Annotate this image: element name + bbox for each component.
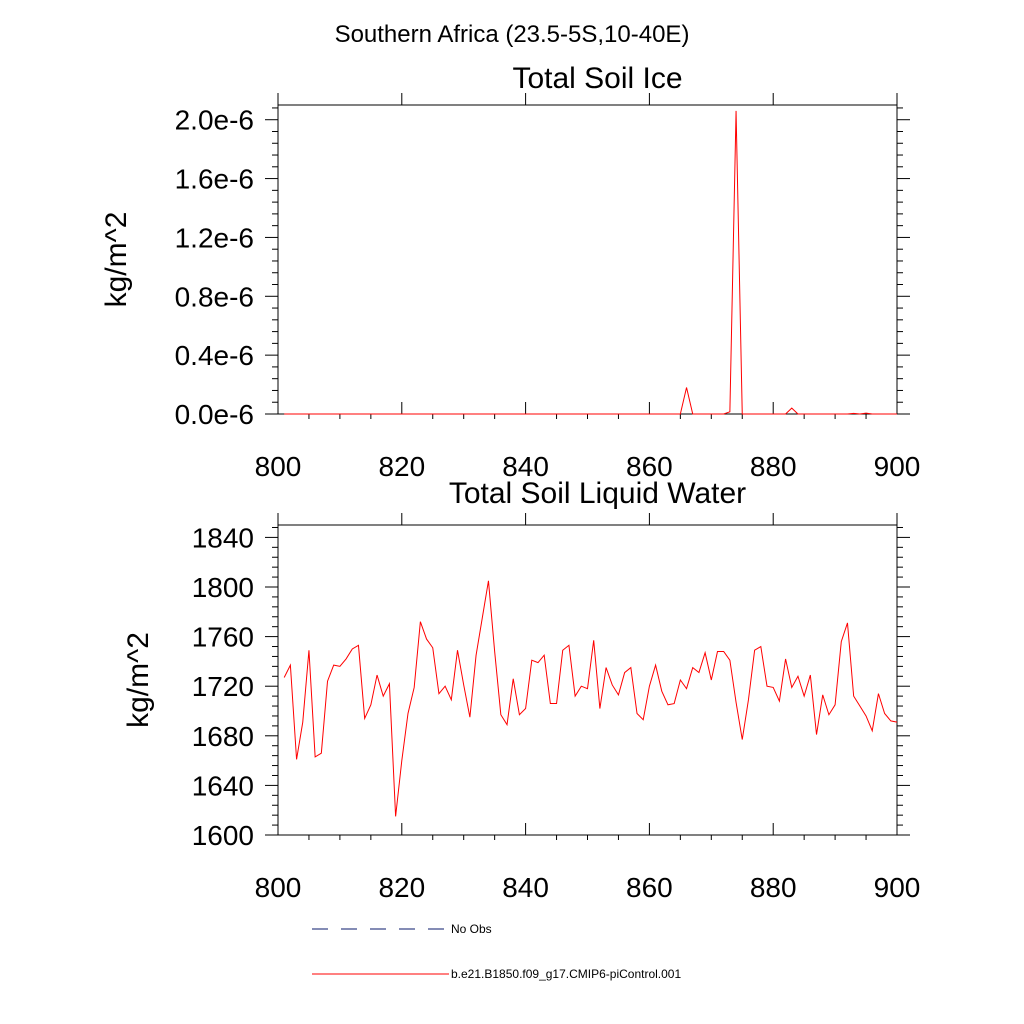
- legend-label-1: No Obs: [451, 922, 492, 936]
- y-axis-label: kg/m^2: [100, 212, 133, 308]
- y-tick-label: 1840: [192, 522, 254, 553]
- chart-title: Total Soil Liquid Water: [449, 477, 746, 510]
- y-tick-label: 1680: [192, 721, 254, 752]
- y-tick-label: 1760: [192, 622, 254, 653]
- y-tick-label: 1800: [192, 572, 254, 603]
- x-tick-label: 900: [874, 872, 921, 903]
- y-axis-label: kg/m^2: [122, 632, 155, 728]
- legend: No Obs b.e21.B1850.f09_g17.CMIP6-piContro…: [312, 922, 681, 981]
- x-tick-label: 880: [750, 872, 797, 903]
- y-tick-label: 1640: [192, 770, 254, 801]
- legend-label-2: b.e21.B1850.f09_g17.CMIP6-piControl.001: [451, 967, 681, 981]
- x-tick-label: 900: [874, 451, 921, 482]
- y-tick-label: 0.0e-6: [175, 399, 254, 430]
- plot-frame: [277, 104, 898, 415]
- x-tick-label: 800: [255, 451, 302, 482]
- x-tick-label: 860: [626, 451, 673, 482]
- x-tick-label: 860: [626, 872, 673, 903]
- series-line: [283, 580, 898, 817]
- y-tick-label: 1720: [192, 671, 254, 702]
- y-tick-label: 0.8e-6: [175, 281, 254, 312]
- plot-frame: [277, 524, 898, 836]
- figure-suptitle: Southern Africa (23.5-5S,10-40E): [335, 21, 690, 48]
- y-tick-label: 1.6e-6: [175, 164, 254, 195]
- chart-panel-1: Total Soil Ice kg/m^2 800 820 840 860 880 900 0.…: [100, 62, 920, 482]
- y-tick-label: 0.4e-6: [175, 340, 254, 371]
- y-tick-label: 2.0e-6: [175, 105, 254, 136]
- x-tick-label: 840: [502, 451, 549, 482]
- x-tick-label: 820: [378, 872, 425, 903]
- x-tick-label: 840: [502, 872, 549, 903]
- series-line: [284, 110, 897, 415]
- x-tick-label: 880: [750, 451, 797, 482]
- y-tick-label: 1600: [192, 820, 254, 851]
- chart-panel-2: Total Soil Liquid Water kg/m^2 800 820 840 86…: [122, 477, 920, 903]
- x-tick-label: 800: [255, 872, 302, 903]
- chart-title: Total Soil Ice: [512, 62, 682, 95]
- x-tick-label: 820: [378, 451, 425, 482]
- y-tick-label: 1.2e-6: [175, 222, 254, 253]
